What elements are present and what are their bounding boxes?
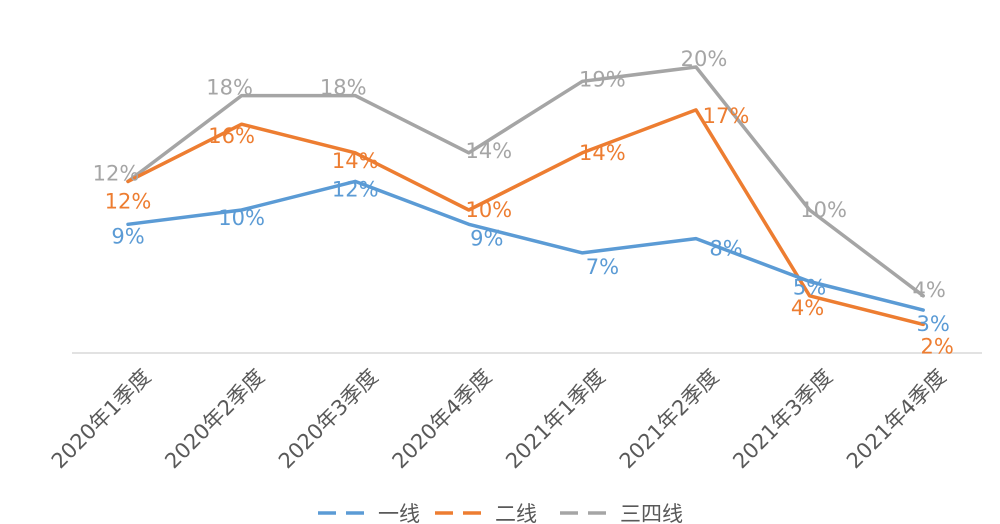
data-label: 9% [111, 224, 144, 248]
x-tick-label: 2021年2季度 [615, 365, 724, 474]
data-label: 2% [921, 334, 954, 358]
data-label: 10% [800, 198, 847, 222]
legend-item: 一线 [318, 502, 420, 524]
x-tick-label: 2020年1季度 [47, 365, 156, 474]
data-label: 16% [208, 124, 255, 148]
series-line-2 [126, 65, 925, 298]
series-line-0 [126, 179, 925, 312]
x-tick-label: 2020年4季度 [388, 365, 497, 474]
data-label: 12% [93, 161, 140, 185]
data-label: 4% [913, 278, 946, 302]
data-labels: 9% 10% 12% 9% 7% 8% 5% 3% 12% 16% 14% 10% 14% 17% 4% 2%… [93, 47, 954, 358]
data-label: 14% [579, 141, 626, 165]
data-label: 5% [793, 276, 826, 300]
legend-item: 二线 [435, 502, 537, 524]
data-label: 9% [470, 226, 503, 250]
x-tick-label: 2021年1季度 [501, 365, 610, 474]
data-label: 12% [332, 177, 379, 201]
x-tick-label: 2021年4季度 [842, 365, 951, 474]
data-label: 17% [703, 104, 750, 128]
legend: 一线 二线 三四线 [318, 502, 683, 524]
data-label: 19% [579, 67, 626, 91]
data-label: 7% [586, 255, 619, 279]
data-label: 4% [791, 296, 824, 320]
data-label: 3% [917, 312, 950, 336]
data-label: 18% [320, 76, 367, 100]
data-label: 14% [465, 139, 512, 163]
data-label: 12% [105, 189, 152, 213]
legend-item: 三四线 [560, 502, 683, 524]
data-label: 18% [206, 76, 253, 100]
legend-label: 二线 [495, 502, 537, 524]
data-label: 10% [465, 198, 512, 222]
x-tick-label: 2021年3季度 [728, 365, 837, 474]
data-label: 20% [681, 47, 728, 71]
x-tick-label: 2020年3季度 [274, 365, 383, 474]
x-tick-labels: 2020年1季度 2020年2季度 2020年3季度 2020年4季度 2021年1季度… [47, 365, 951, 474]
x-tick-label: 2020年2季度 [160, 365, 269, 474]
series-lines [126, 65, 925, 327]
data-label: 10% [218, 206, 265, 230]
series-line-1 [126, 108, 925, 327]
data-label: 14% [332, 149, 379, 173]
data-label: 8% [709, 237, 742, 261]
legend-label: 三四线 [620, 502, 683, 524]
legend-label: 一线 [378, 502, 420, 524]
